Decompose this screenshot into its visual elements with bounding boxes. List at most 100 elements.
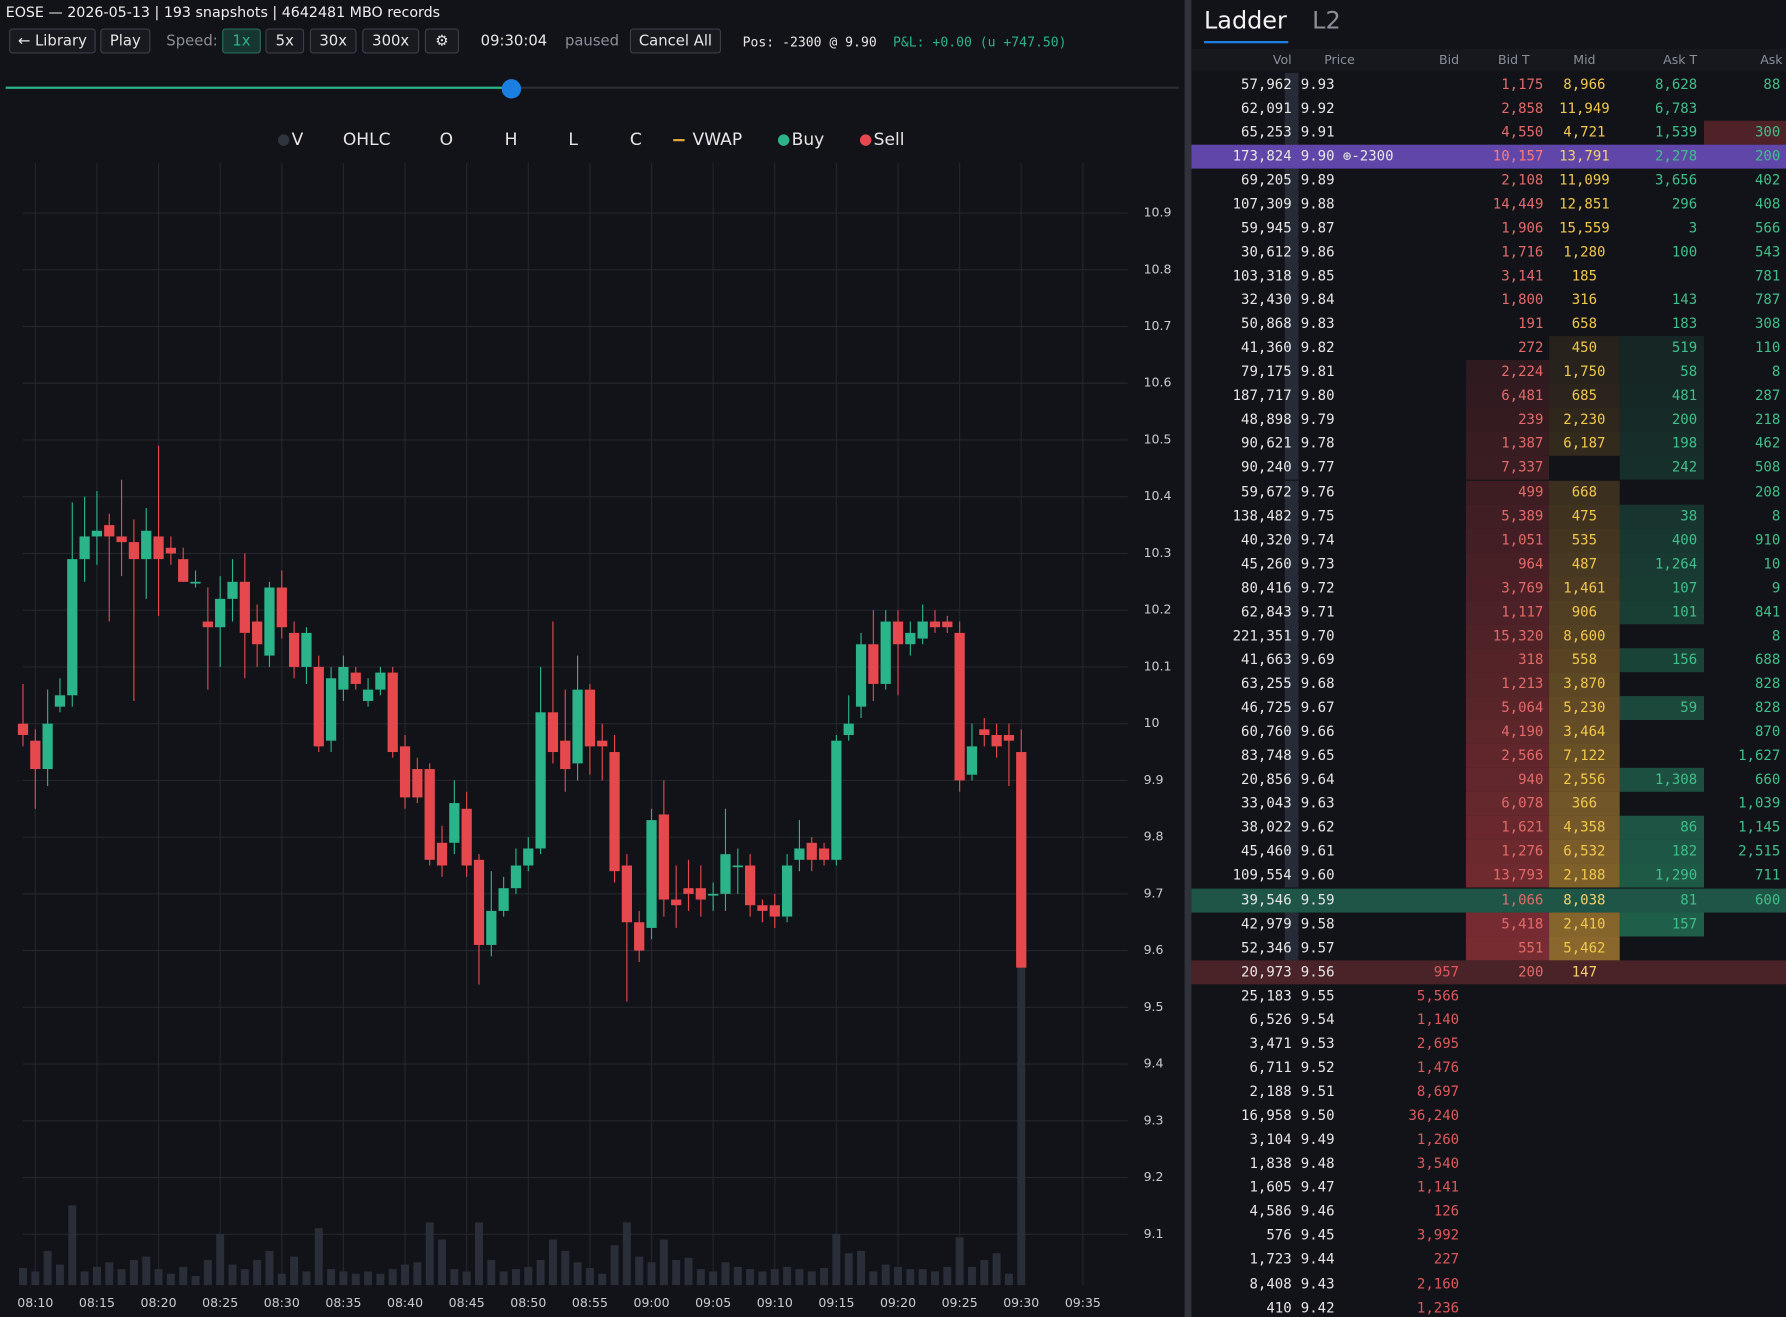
candle-body (461, 808, 472, 866)
ladder-cell: 9 (1771, 579, 1781, 596)
volume-strip (1284, 768, 1299, 793)
heat-cell (1549, 624, 1620, 649)
candle-body (658, 814, 669, 900)
heat-cell (1619, 552, 1704, 577)
candle-body (917, 621, 928, 639)
volume-bar (696, 1269, 705, 1286)
ladder-cell: 9.69 (1300, 651, 1335, 668)
ladder-cell: 110 (1754, 339, 1781, 356)
ladder-cell: 9.57 (1300, 939, 1335, 956)
ladder-cell: 5,462 (1563, 939, 1606, 956)
legend-label: L (568, 130, 578, 150)
heat-cell (1549, 384, 1620, 409)
speed-button[interactable]: 30x (309, 28, 357, 54)
ladder-cell: 2,160 (1416, 1275, 1460, 1292)
heat-cell (1465, 816, 1550, 841)
candle-body (91, 530, 103, 537)
volume-bar (992, 1253, 1001, 1286)
ladder-cell: 400 (1671, 531, 1698, 548)
volume-strip (1284, 864, 1299, 889)
ladder-cell: 2,224 (1501, 363, 1544, 380)
x-tick-label: 09:20 (880, 1295, 916, 1310)
ladder-cell: 15,320 (1492, 627, 1544, 644)
ladder-cell: 1,800 (1501, 291, 1544, 308)
ladder-cell: 688 (1754, 651, 1781, 668)
settings-button[interactable]: ⚙ (424, 28, 460, 54)
volume-bar (930, 1271, 939, 1286)
candle-body (30, 740, 41, 770)
cancel-all-button[interactable]: Cancel All (629, 28, 722, 54)
ladder-row: 52,346 9.57 551 5,462 (1191, 936, 1786, 961)
volume-bar (438, 1239, 446, 1286)
ladder-cell: 107 (1671, 579, 1698, 596)
ladder-cell: 8,966 (1563, 75, 1606, 92)
candle-body (757, 905, 768, 911)
speed-button[interactable]: 300x (362, 28, 420, 54)
heat-cell (1619, 864, 1704, 889)
ladder-cell: 8,628 (1654, 75, 1698, 92)
slider-thumb[interactable] (501, 79, 522, 99)
heat-cell (1619, 840, 1704, 865)
x-tick-label: 09:25 (942, 1295, 978, 1310)
candle-body (1016, 752, 1027, 968)
ladder-cell: 2,858 (1501, 99, 1544, 116)
tab[interactable]: Ladder (1203, 6, 1287, 35)
ladder-row: 63,255 9.68 1,213 3,870 828 (1191, 672, 1786, 697)
ladder-cell: 957 (1433, 963, 1460, 980)
candle-body (708, 893, 719, 896)
ladder-cell: 173,824 (1232, 147, 1292, 164)
library-button[interactable]: ← Library (9, 28, 96, 54)
ladder-cell: 57,962 (1241, 75, 1292, 92)
ladder-cell: 143 (1671, 291, 1698, 308)
ladder-cell: 9.70 (1300, 627, 1335, 644)
ladder-cell: 9.58 (1300, 915, 1335, 932)
volume-bar (265, 1250, 274, 1286)
ladder-row: 50,868 9.83 191 658 183 308 (1191, 312, 1786, 337)
ladder-cell: 10,157 (1492, 147, 1544, 164)
volume-bar (425, 1222, 434, 1286)
speed-button[interactable]: 5x (265, 28, 305, 54)
volume-strip (1284, 384, 1299, 409)
ladder-cell: 9.80 (1300, 387, 1335, 404)
volume-bar (499, 1271, 508, 1286)
candle-body (1003, 735, 1015, 741)
volume-bar (598, 1273, 607, 1286)
ladder-cell: 9.65 (1300, 747, 1335, 764)
tab[interactable]: L2 (1312, 6, 1341, 35)
ladder-cell: 11,949 (1559, 99, 1610, 116)
ladder-cell: 8,600 (1563, 627, 1606, 644)
volume-strip (1284, 936, 1299, 961)
ladder-cell: 1,140 (1416, 1011, 1460, 1028)
speed-button[interactable]: 1x (222, 28, 261, 54)
ladder-cell: 90,621 (1241, 435, 1292, 452)
ladder-row: 38,022 9.62 1,621 4,358 86 1,145 (1191, 816, 1786, 841)
play-button[interactable]: Play (100, 28, 151, 54)
ladder-cell: 9.79 (1300, 411, 1335, 428)
ladder-cell: 4,358 (1563, 819, 1606, 836)
volume-bar (524, 1266, 533, 1286)
ladder-cell: 8 (1771, 363, 1781, 380)
heat-cell (1619, 696, 1704, 721)
volume-bar (154, 1269, 163, 1286)
volume-bar (179, 1266, 188, 1286)
volume-bar (980, 1260, 989, 1286)
y-tick-label: 10.8 (1144, 261, 1172, 276)
ladder-cell: 6,187 (1563, 435, 1606, 452)
ladder-cell: 198 (1671, 435, 1698, 452)
x-tick-label: 08:45 (449, 1295, 485, 1310)
candle-body (905, 632, 916, 645)
ladder-cell: 828 (1754, 699, 1781, 716)
ladder-cell: 558 (1571, 651, 1598, 668)
volume-strip (1284, 552, 1299, 577)
ladder-cell: 33,043 (1241, 795, 1292, 812)
volume-strip (1284, 312, 1299, 337)
candle-body (67, 559, 78, 696)
volume-bar (955, 1237, 964, 1286)
ladder-cell: 11,099 (1559, 171, 1610, 188)
ladder-cell: 841 (1754, 603, 1781, 620)
ladder-cell: 1,145 (1738, 819, 1781, 836)
ladder-row: 62,091 9.92 2,858 11,949 6,783 (1191, 96, 1786, 121)
heat-cell (1549, 528, 1620, 553)
ladder-cell: 787 (1754, 291, 1781, 308)
candle-body (609, 752, 620, 872)
